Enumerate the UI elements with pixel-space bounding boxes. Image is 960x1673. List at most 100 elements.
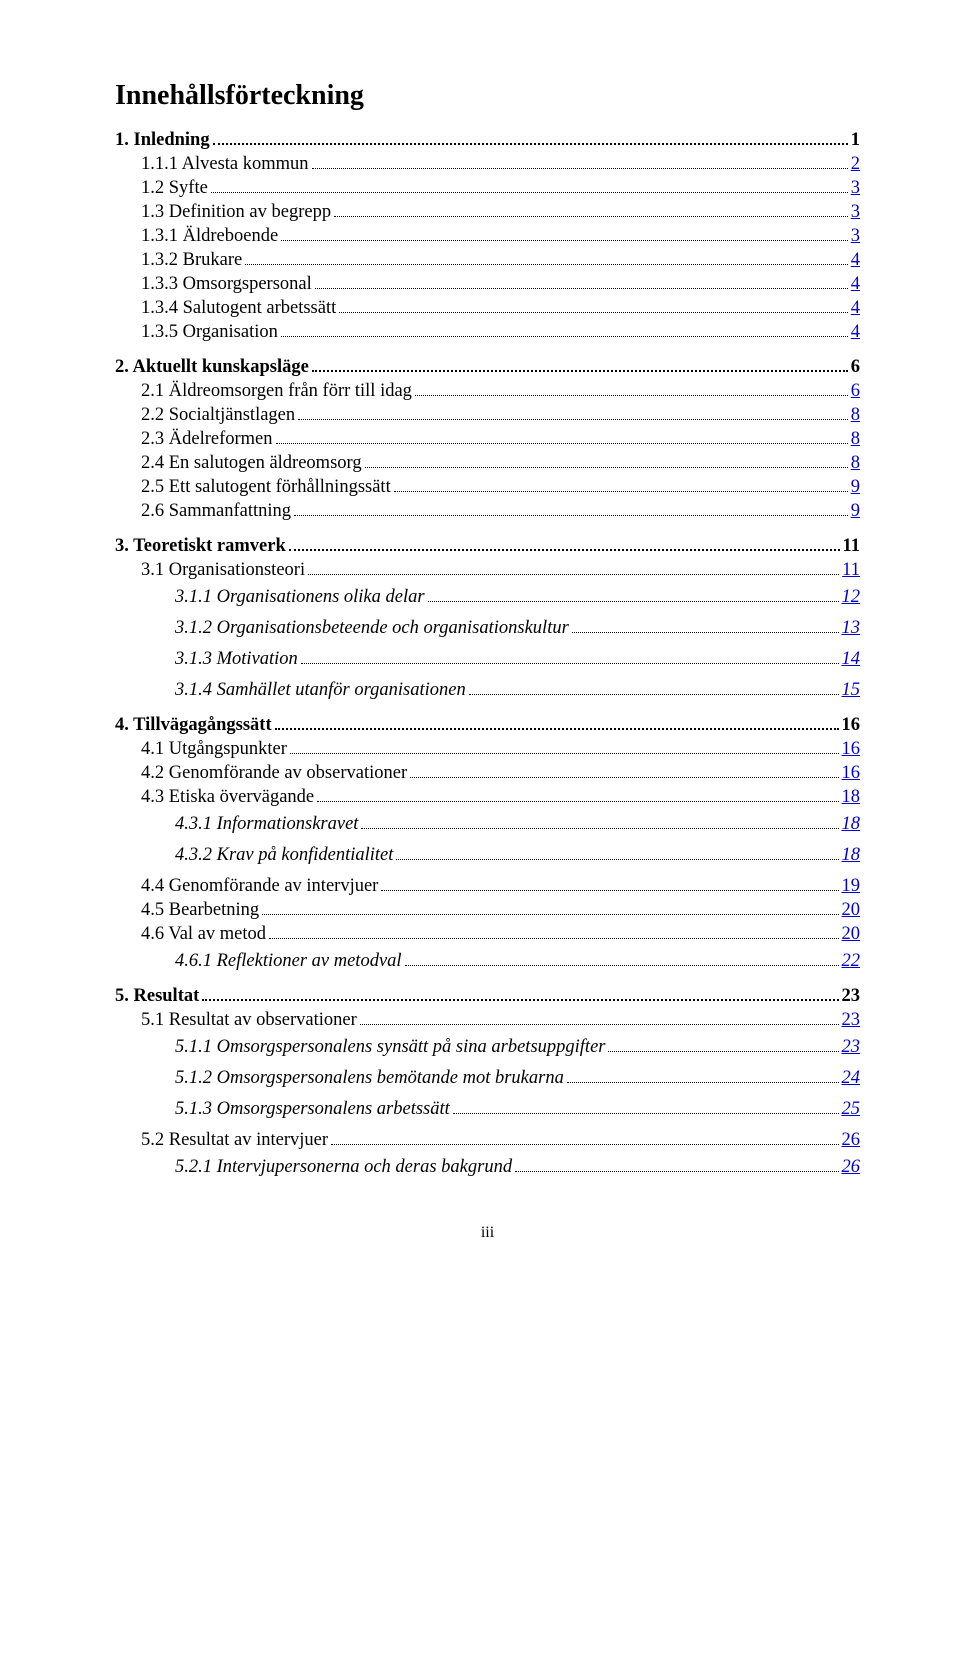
toc-entry-page-link[interactable]: 26 bbox=[842, 1130, 861, 1151]
toc-leader-dots bbox=[415, 395, 848, 396]
toc-entry-label: 1.1.1 Alvesta kommun bbox=[141, 154, 309, 175]
toc-entry-label: 4.1 Utgångspunkter bbox=[141, 739, 287, 760]
toc-entry-page-link[interactable]: 2 bbox=[851, 154, 860, 175]
toc-entry: 4.6.1 Reflektioner av metodval 22 bbox=[115, 951, 860, 972]
toc-entry-page-link[interactable]: 4 bbox=[851, 274, 860, 295]
toc-entry-label: 5.1.2 Omsorgspersonalens bemötande mot b… bbox=[175, 1068, 564, 1089]
toc-entry-page-link[interactable]: 19 bbox=[842, 876, 861, 897]
toc-leader-dots bbox=[308, 574, 839, 575]
toc-entry-page-link[interactable]: 11 bbox=[842, 560, 860, 581]
toc-leader-dots bbox=[469, 694, 839, 695]
toc-entry-page-link[interactable]: 3 bbox=[851, 226, 860, 247]
toc-entry-page-link[interactable]: 3 bbox=[851, 178, 860, 199]
toc-entry-page-link[interactable]: 15 bbox=[842, 680, 861, 701]
toc-entry-page-link[interactable]: 23 bbox=[842, 1037, 861, 1058]
toc-entry-page-link[interactable]: 20 bbox=[842, 900, 861, 921]
toc-entry-label: 4.3 Etiska övervägande bbox=[141, 787, 314, 808]
toc-leader-dots bbox=[365, 467, 848, 468]
toc-leader-dots bbox=[281, 336, 848, 337]
toc-entry-label: 3.1.4 Samhället utanför organisationen bbox=[175, 680, 466, 701]
toc-section-page: 23 bbox=[842, 986, 861, 1007]
toc-entry-page-link[interactable]: 24 bbox=[842, 1068, 861, 1089]
toc-entry-page-link[interactable]: 22 bbox=[842, 951, 861, 972]
toc-entry-page-link[interactable]: 18 bbox=[842, 814, 861, 835]
toc-entry-page-link[interactable]: 18 bbox=[842, 845, 861, 866]
toc-entry-label: 4.3.1 Informationskravet bbox=[175, 814, 358, 835]
toc-entry: 1.3.2 Brukare 4 bbox=[115, 250, 860, 271]
toc-section-page: 11 bbox=[843, 536, 860, 557]
toc-entry: 4.3.2 Krav på konfidentialitet18 bbox=[115, 845, 860, 866]
toc-entry-page-link[interactable]: 9 bbox=[851, 477, 860, 498]
toc-leader-dots bbox=[269, 938, 838, 939]
toc-entry-page-link[interactable]: 16 bbox=[842, 763, 861, 784]
toc-entry-page-link[interactable]: 4 bbox=[851, 250, 860, 271]
toc-entry-page-link[interactable]: 6 bbox=[851, 381, 860, 402]
toc-section-head: 2. Aktuellt kunskapsläge6 bbox=[115, 357, 860, 378]
toc-entry: 2.1 Äldreomsorgen från förr till idag6 bbox=[115, 381, 860, 402]
toc-entry-label: 5.1.3 Omsorgspersonalens arbetssätt bbox=[175, 1099, 450, 1120]
toc-entry-label: 2.3 Ädelreformen bbox=[141, 429, 273, 450]
toc-leader-dots bbox=[298, 419, 848, 420]
toc-entry-page-link[interactable]: 18 bbox=[842, 787, 861, 808]
toc-entry-label: 2.4 En salutogen äldreomsorg bbox=[141, 453, 362, 474]
toc-entry-page-link[interactable]: 13 bbox=[842, 618, 861, 639]
toc-entry-page-link[interactable]: 14 bbox=[842, 649, 861, 670]
toc-entry: 3.1 Organisationsteori 11 bbox=[115, 560, 860, 581]
toc-entry: 2.4 En salutogen äldreomsorg 8 bbox=[115, 453, 860, 474]
toc-entry-page-link[interactable]: 8 bbox=[851, 405, 860, 426]
toc-entry: 4.3 Etiska övervägande 18 bbox=[115, 787, 860, 808]
toc-entry: 2.3 Ädelreformen 8 bbox=[115, 429, 860, 450]
toc-leader-dots bbox=[276, 443, 848, 444]
toc-entry-label: 4.5 Bearbetning bbox=[141, 900, 259, 921]
toc-entry-label: 1.3.5 Organisation bbox=[141, 322, 278, 343]
toc-leader-dots bbox=[515, 1171, 838, 1172]
toc-leader-dots bbox=[213, 143, 848, 145]
toc-entry-page-link[interactable]: 23 bbox=[842, 1010, 861, 1031]
toc-entry-page-link[interactable]: 4 bbox=[851, 298, 860, 319]
toc-entry-page-link[interactable]: 4 bbox=[851, 322, 860, 343]
toc-entry: 3.1.1 Organisationens olika delar 12 bbox=[115, 587, 860, 608]
toc-entry: 5.2.1 Intervjupersonerna och deras bakgr… bbox=[115, 1157, 860, 1178]
toc-entry: 4.2 Genomförande av observationer16 bbox=[115, 763, 860, 784]
toc-entry: 1.3.3 Omsorgspersonal4 bbox=[115, 274, 860, 295]
toc-entry-page-link[interactable]: 8 bbox=[851, 429, 860, 450]
toc-entry-label: 3.1 Organisationsteori bbox=[141, 560, 305, 581]
toc-entry: 1.3 Definition av begrepp3 bbox=[115, 202, 860, 223]
toc-entry-page-link[interactable]: 25 bbox=[842, 1099, 861, 1120]
toc-entry-page-link[interactable]: 20 bbox=[842, 924, 861, 945]
toc-entry: 2.5 Ett salutogent förhållningssätt9 bbox=[115, 477, 860, 498]
toc-entry-label: 3.1.1 Organisationens olika delar bbox=[175, 587, 425, 608]
toc-entry-page-link[interactable]: 3 bbox=[851, 202, 860, 223]
toc-entry: 2.6 Sammanfattning9 bbox=[115, 501, 860, 522]
toc-entry-label: 4.6.1 Reflektioner av metodval bbox=[175, 951, 402, 972]
toc-entry-page-link[interactable]: 9 bbox=[851, 501, 860, 522]
toc-leader-dots bbox=[301, 663, 839, 664]
toc-leader-dots bbox=[360, 1024, 839, 1025]
toc-entry-page-link[interactable]: 12 bbox=[842, 587, 861, 608]
toc-leader-dots bbox=[428, 601, 839, 602]
toc-leader-dots bbox=[453, 1113, 839, 1114]
toc-entry-page-link[interactable]: 8 bbox=[851, 453, 860, 474]
toc-entry-label: 4.6 Val av metod bbox=[141, 924, 266, 945]
toc-section-head: 1. Inledning1 bbox=[115, 130, 860, 151]
toc-entry-page-link[interactable]: 26 bbox=[842, 1157, 861, 1178]
toc-leader-dots bbox=[281, 240, 848, 241]
toc-section-page: 16 bbox=[842, 715, 861, 736]
toc-entry: 4.3.1 Informationskravet 18 bbox=[115, 814, 860, 835]
toc-leader-dots bbox=[312, 168, 848, 169]
toc-entry: 5.1 Resultat av observationer23 bbox=[115, 1010, 860, 1031]
toc-leader-dots bbox=[262, 914, 838, 915]
toc-entry-label: 1.3.2 Brukare bbox=[141, 250, 242, 271]
toc-section-label: 3. Teoretiskt ramverk bbox=[115, 536, 286, 557]
toc-entry: 5.1.1 Omsorgspersonalens synsätt på sina… bbox=[115, 1037, 860, 1058]
toc-entry: 3.1.3 Motivation14 bbox=[115, 649, 860, 670]
toc-entry-page-link[interactable]: 16 bbox=[842, 739, 861, 760]
toc-entry: 3.1.2 Organisationsbeteende och organisa… bbox=[115, 618, 860, 639]
toc-leader-dots bbox=[202, 999, 838, 1001]
toc-section-label: 5. Resultat bbox=[115, 986, 199, 1007]
toc-leader-dots bbox=[312, 370, 848, 372]
toc-page: Innehållsförteckning 1. Inledning11.1.1 … bbox=[0, 0, 960, 1302]
toc-entry-label: 1.3.1 Äldreboende bbox=[141, 226, 278, 247]
toc-entry: 5.1.2 Omsorgspersonalens bemötande mot b… bbox=[115, 1068, 860, 1089]
toc-leader-dots bbox=[572, 632, 839, 633]
